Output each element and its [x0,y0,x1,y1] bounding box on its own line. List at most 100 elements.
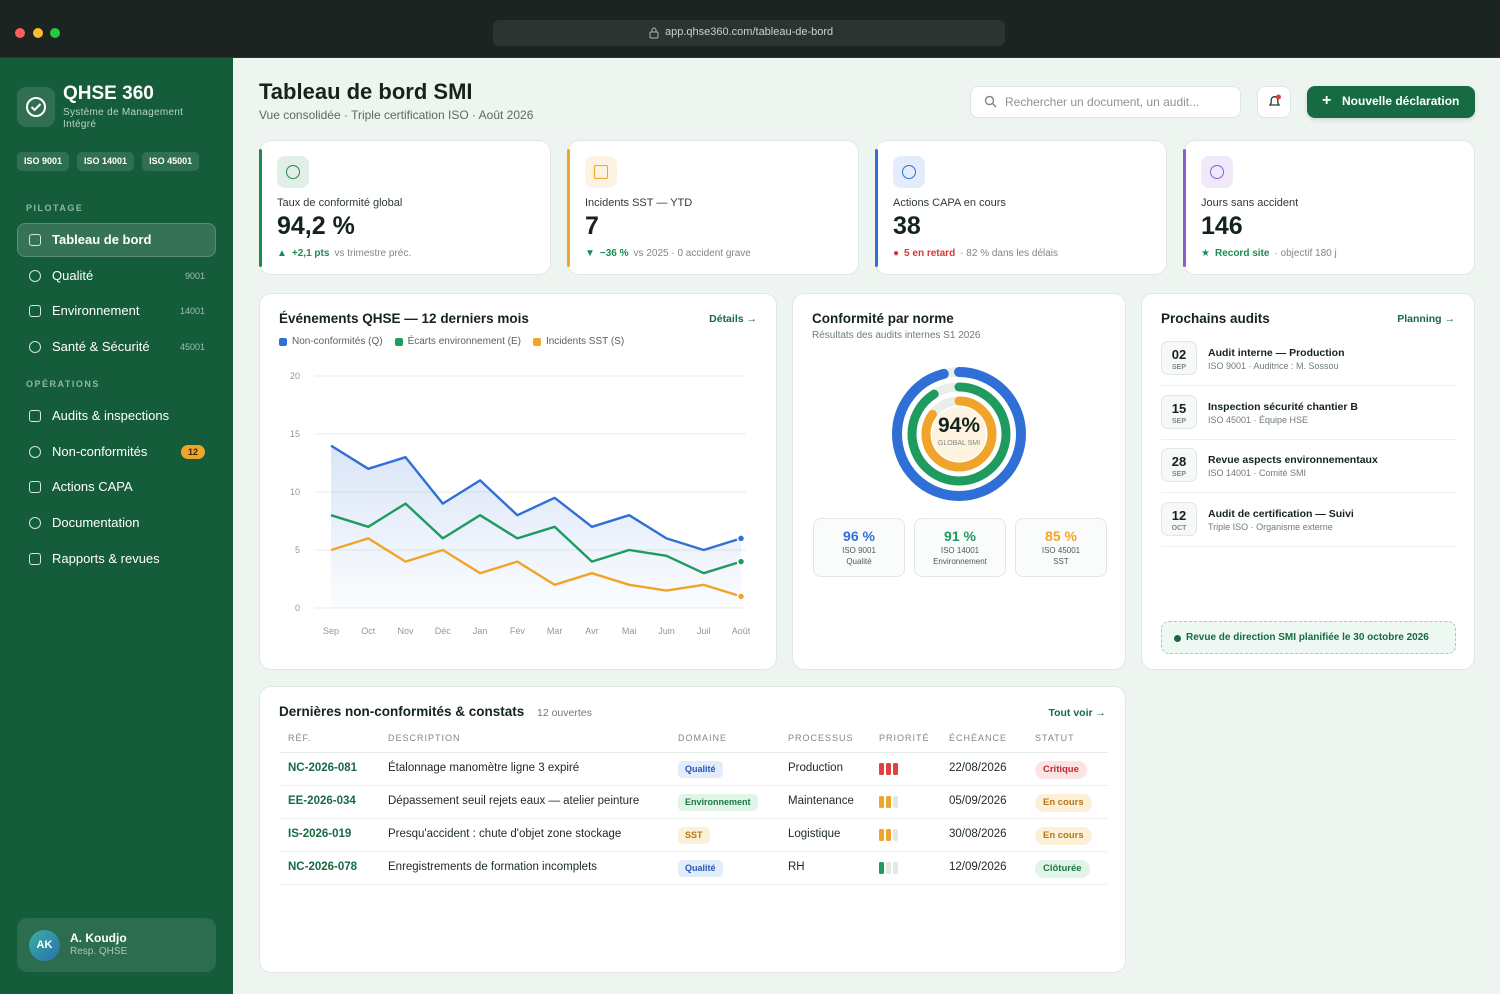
column-header: PRIORITÉ [879,733,930,743]
nc-ref[interactable]: NC-2026-081 [288,762,358,774]
nav-item[interactable]: Environnement [52,303,140,319]
score-norm: ISO 14001 [940,546,980,555]
kpi-accent [1183,149,1186,267]
iso-badge: ISO 9001 [17,152,70,171]
nc-ref[interactable]: IS-2026-019 [288,828,352,840]
nc-description: Presqu'accident : chute d'objet zone sto… [388,828,622,840]
nav-icon [29,234,41,246]
kpi-note: · 82 % dans les délais [960,248,1059,259]
x-tick-label: Fév [510,626,526,636]
audit-title[interactable]: Revue aspects environnementaux [1208,454,1378,466]
ring [907,382,1011,486]
date-box: 02 SEP [1161,341,1197,375]
search-box[interactable] [970,86,1241,118]
panel-link[interactable]: Détails → [709,313,757,325]
kpi-icon [585,156,617,188]
legend: Non-conformités (Q) Écarts environnement … [279,336,624,347]
center-fill [932,407,986,461]
kpi-delta: −36 % [599,248,629,259]
kpi-icon-glyph [594,165,608,179]
nav-meta: 9001 [184,270,205,281]
priority-bar [893,763,898,775]
panel-subtitle: Résultats des audits internes S1 2026 [812,330,981,341]
url: app.qhse360.com/tableau-de-bord [665,26,834,38]
score-value: 91 % [944,528,976,544]
panel-title: Conformité par norme [812,311,954,326]
x-tick-label: Avr [585,626,598,636]
nav-item[interactable]: Tableau de bord [52,232,152,247]
ring [892,367,1026,501]
end-point [736,592,746,601]
kpi-card: Actions CAPA en cours 38 ● 5 en retard · 82 … [875,140,1167,275]
nav-item[interactable]: Non-conformités [52,443,148,459]
priority-bar [879,796,884,808]
kpi-marker: ● [893,248,900,259]
section-title: PILOTAGE [26,203,84,213]
notification-button[interactable] [1257,86,1291,118]
nav-item[interactable]: Documentation [52,515,140,531]
status-pill: Clôturée [1035,860,1090,878]
panel-link[interactable]: Planning → [1397,313,1455,325]
audit-title[interactable]: Audit interne — Production [1208,347,1345,359]
notice-text: Revue de direction SMI planifiée le 30 o… [1186,632,1429,643]
button-label: Nouvelle déclaration [1342,94,1460,108]
iso-badge: ISO 45001 [142,152,200,171]
user-name: A. Koudjo [70,931,127,945]
legend-swatch [532,337,541,346]
kpi-card: Jours sans accident 146 ★ Record site · obje… [1183,140,1475,275]
y-tick-label: 0 [295,603,300,613]
kpi-value: 146 [1201,212,1243,240]
line-chart: 0 5 10 15 20 Sep Oct Nov Déc Jan Fév Mar Avr Mai Juin J… [290,371,751,636]
nc-ref[interactable]: NC-2026-078 [288,861,358,873]
nc-table-panel: Dernières non-conformités & constats 12 o… [259,686,1126,973]
kpi-marker: ★ [1201,248,1210,259]
nav-item[interactable]: Rapports & revues [52,550,160,566]
kpi-delta-row: ● 5 en retard · 82 % dans les délais [893,249,1058,259]
priority-bar [893,796,898,808]
date-box: 12 OCT [1161,501,1197,536]
kpi-delta-row: ▲ +2,1 pts vs trimestre préc. [277,249,411,259]
date-month: OCT [1171,524,1187,532]
kpi-icon-glyph [1210,165,1224,179]
audit-meta: ISO 9001 · Auditrice : M. Sossou [1208,361,1339,371]
window-dot [50,28,60,38]
audit-title[interactable]: Audit de certification — Suivi [1208,507,1354,520]
nav-item[interactable]: Qualité [52,267,94,283]
date-day: 02 [1171,347,1187,362]
bell-icon [1268,94,1281,106]
x-tick-label: Sep [323,626,339,636]
legend-swatch [279,337,287,346]
nav-icon [29,269,41,282]
url-bar[interactable] [493,20,1005,46]
score-domain: Environnement [933,557,987,566]
row-count: 12 ouvertes [537,707,592,719]
nav-item[interactable]: Santé & Sécurité [52,339,150,355]
nav-item[interactable]: Actions CAPA [52,479,133,495]
line [330,502,742,575]
priority-bar [886,796,891,808]
kpi-marker: ▼ [585,248,595,259]
new-declaration-button[interactable] [1307,86,1475,118]
notice-dot [1174,635,1181,642]
x-tick-label: Oct [361,626,376,636]
avatar: AK [29,930,60,961]
legend-swatch [394,337,403,346]
tagline: Système de Management Intégré [63,107,184,130]
divider [279,851,1108,852]
audits-panel: Prochains audits Planning → 02 SEP Audit int… [1141,293,1475,670]
nav-item[interactable]: Audits & inspections [52,408,170,423]
audit-title[interactable]: Inspection sécurité chantier B [1208,400,1358,413]
priority-bar [886,763,891,775]
nc-process: Production [788,762,843,774]
legend-item: Non-conformités (Q) [279,336,383,347]
nav-icon [29,552,41,565]
priority-bar [886,829,891,841]
nav-meta: 14001 [179,306,205,317]
logo [17,87,55,127]
nav-icon [29,341,41,354]
x-tick-label: Jan [473,626,488,636]
window-dot [33,28,43,38]
center-value: 94% [938,414,980,437]
nc-ref[interactable]: EE-2026-034 [288,795,356,807]
panel-link[interactable]: Tout voir → [1048,707,1106,719]
